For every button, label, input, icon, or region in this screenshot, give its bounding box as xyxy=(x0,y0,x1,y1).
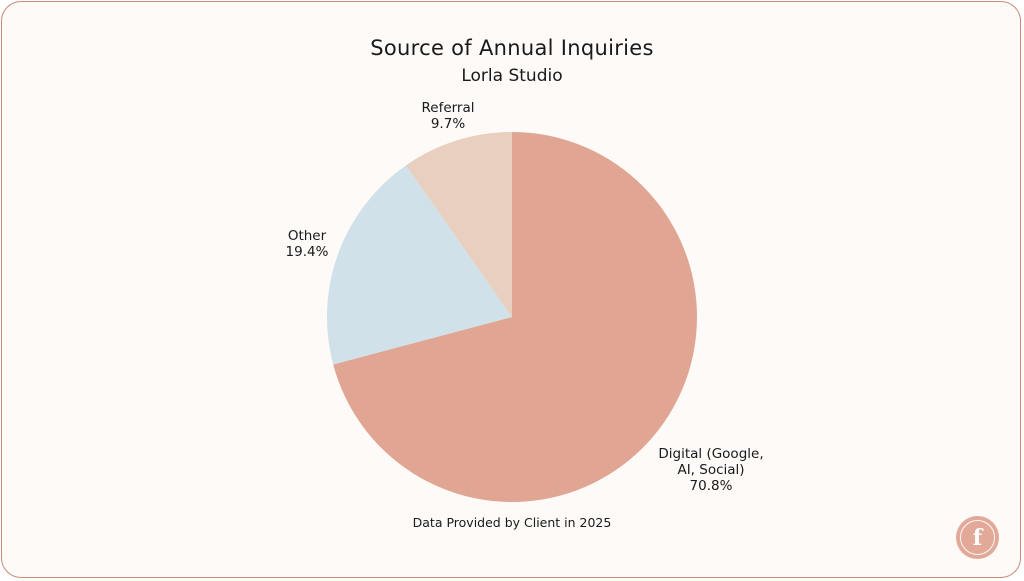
pie-labels: Digital (Google, AI, Social) 70.8% Other 19.… xyxy=(286,100,764,494)
pie-slice-other xyxy=(327,165,512,365)
pie-slice-digital xyxy=(333,132,698,503)
pie-slices xyxy=(327,132,698,503)
pie-slice-referral xyxy=(406,132,512,317)
chart-subtitle: Lorla Studio xyxy=(461,66,563,86)
logo-letter: f xyxy=(960,520,995,555)
chart-footnote: Data Provided by Client in 2025 xyxy=(412,515,612,530)
slice-label-referral: Referral 9.7% xyxy=(421,100,474,132)
brand-logo: f xyxy=(956,516,999,559)
slice-percent: 9.7% xyxy=(431,116,465,132)
slice-name: Digital (Google, xyxy=(658,446,763,462)
slice-percent: 19.4% xyxy=(286,244,329,260)
chart-title: Source of Annual Inquiries xyxy=(370,36,654,60)
slice-name: AI, Social) xyxy=(677,462,744,478)
slice-label-digital: Digital (Google, AI, Social) 70.8% xyxy=(658,446,763,494)
slice-percent: 70.8% xyxy=(690,478,733,494)
slice-name: Referral xyxy=(421,100,474,116)
slice-name: Other xyxy=(288,228,327,244)
slice-label-other: Other 19.4% xyxy=(286,228,329,260)
